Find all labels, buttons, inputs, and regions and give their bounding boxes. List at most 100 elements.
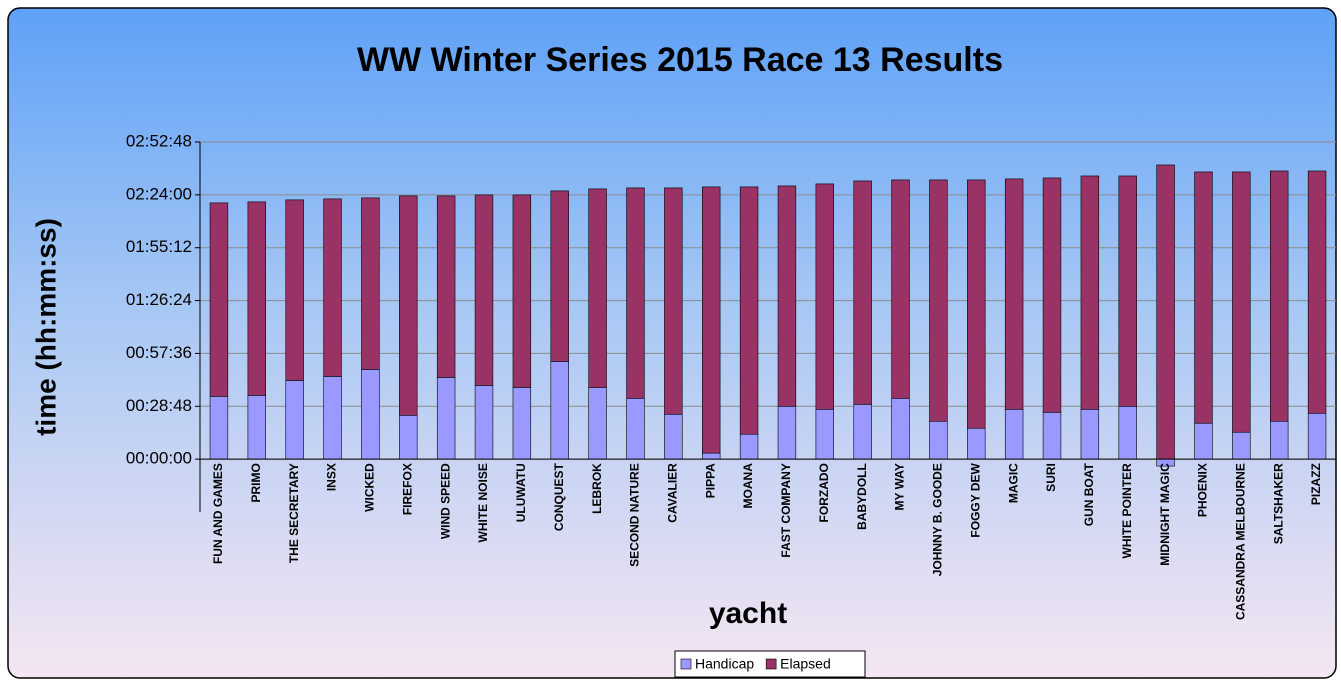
x-tick-label: WHITE POINTER [1120,463,1134,559]
x-tick-label: FIREFOX [400,463,414,515]
x-tick-label: FOGGY DEW [968,462,982,537]
bar-segment [588,387,607,460]
bar-segment [815,183,834,410]
y-tick-label: 02:24:00 [126,184,192,203]
y-tick-label: 00:28:48 [126,396,192,415]
bar-segment [891,179,910,399]
x-tick-label: THE SECRETARY [287,463,301,563]
bar-segment [1118,175,1137,407]
bar-segment [550,190,569,362]
bar-segment [209,396,229,460]
bar-segment [436,377,456,460]
legend-swatch [765,658,777,670]
x-tick-label: JOHNNY B. GOODE [931,463,945,576]
bar-segment [361,369,380,460]
x-tick-label: PHOENIX [1196,463,1210,517]
x-tick-label: CASSANDRA MELBOURNE [1234,463,1248,620]
bar-segment [285,380,304,460]
legend-swatch [680,658,692,670]
x-tick-label: WHITE NOISE [476,463,490,542]
x-tick-label: FORZADO [817,463,831,522]
bar-segment [853,403,872,460]
bar-segment [285,199,304,381]
bar-segment [323,198,342,377]
bar-segment [891,398,910,460]
bar-segment [664,187,683,415]
x-tick-label: SURI [1044,463,1058,492]
chart-title: WW Winter Series 2015 Race 13 Results [357,41,1003,79]
bar-segment [1042,177,1062,413]
x-tick-label: FAST COMPANY [779,463,793,557]
legend-label: Handicap [695,656,754,672]
bar-segment [512,194,532,388]
bar-segment [436,195,456,378]
bar-segment [1080,408,1100,460]
bar-segment [739,433,759,460]
legend-label: Elapsed [780,656,831,672]
bar-segment [702,186,721,454]
bar-segment [1307,412,1327,460]
bar-segment [323,376,342,460]
bar-segment [777,185,797,407]
y-axis-label: time (hh:mm:ss) [30,218,61,436]
x-tick-label: MY WAY [893,463,907,510]
y-tick-label: 02:52:48 [126,131,192,150]
plot-area: 00:00:00 00:28:48 00:57:36 01:26:24 01:55:12… [126,131,1336,620]
x-tick-label: BABYDOLL [855,463,869,530]
legend: Handicap Elapsed [674,650,866,678]
bar-segment [361,197,380,370]
bar-segment [399,414,418,460]
bar-segment [550,361,569,460]
bar-segment [1232,431,1251,460]
x-tick-label: LEBROK [590,463,604,514]
x-tick-label: PIZAZZ [1309,463,1323,505]
x-tick-label: WIND SPEED [438,463,452,539]
x-tick-label: MOANA [741,463,755,509]
bar-segment [1004,408,1024,460]
bar-segment [1232,171,1251,433]
bar-segment [1118,405,1137,460]
x-tick-label: MAGIC [1006,463,1020,503]
bar-segment [626,187,645,399]
bar-segment [777,405,797,460]
x-axis-label: yacht [709,597,787,630]
x-tick-label: CAVALIER [666,463,680,523]
bar-segment [929,420,948,460]
bar-segment [474,194,494,386]
bar-segment [664,413,683,460]
bar-segment [967,179,986,429]
bar-segment [1080,175,1100,410]
bar-segment [209,202,229,397]
bar-segment [1307,170,1327,414]
x-tick-label: SALTSHAKER [1271,463,1285,544]
bar-segment [967,427,986,460]
x-tick-label: MIDNIGHT MAGIC [1158,463,1172,566]
bar-segment [512,387,532,460]
bar-segment [247,395,266,460]
bar-segment [1004,178,1024,410]
x-tick-label: FUN AND GAMES [211,463,225,564]
x-tick-label: PIPPA [703,463,717,498]
bar-segment [399,195,418,416]
bar-segment [1042,411,1062,460]
x-tick-label: ULUWATU [514,463,528,522]
bar-segment [1194,422,1213,460]
y-tick-label: 01:55:12 [126,237,192,256]
bar-segment [739,186,759,435]
bar-segment [247,201,266,396]
x-tick-label: PRIMO [249,463,263,502]
x-tick-label: SECOND NATURE [628,463,642,567]
x-tick-label: WICKED [363,463,377,512]
bar-segment [929,179,948,422]
y-tick-label: 01:26:24 [126,290,192,309]
y-tick-label: 00:00:00 [126,449,192,468]
bar-segment [588,188,607,388]
bar-segment [1156,164,1175,460]
x-tick-label: INSX [325,463,339,491]
bar-segment [1194,171,1213,424]
bar-segment [815,408,834,460]
bar-segment [702,452,721,460]
y-tick-label: 00:57:36 [126,343,192,362]
bar-segment [1270,420,1289,460]
